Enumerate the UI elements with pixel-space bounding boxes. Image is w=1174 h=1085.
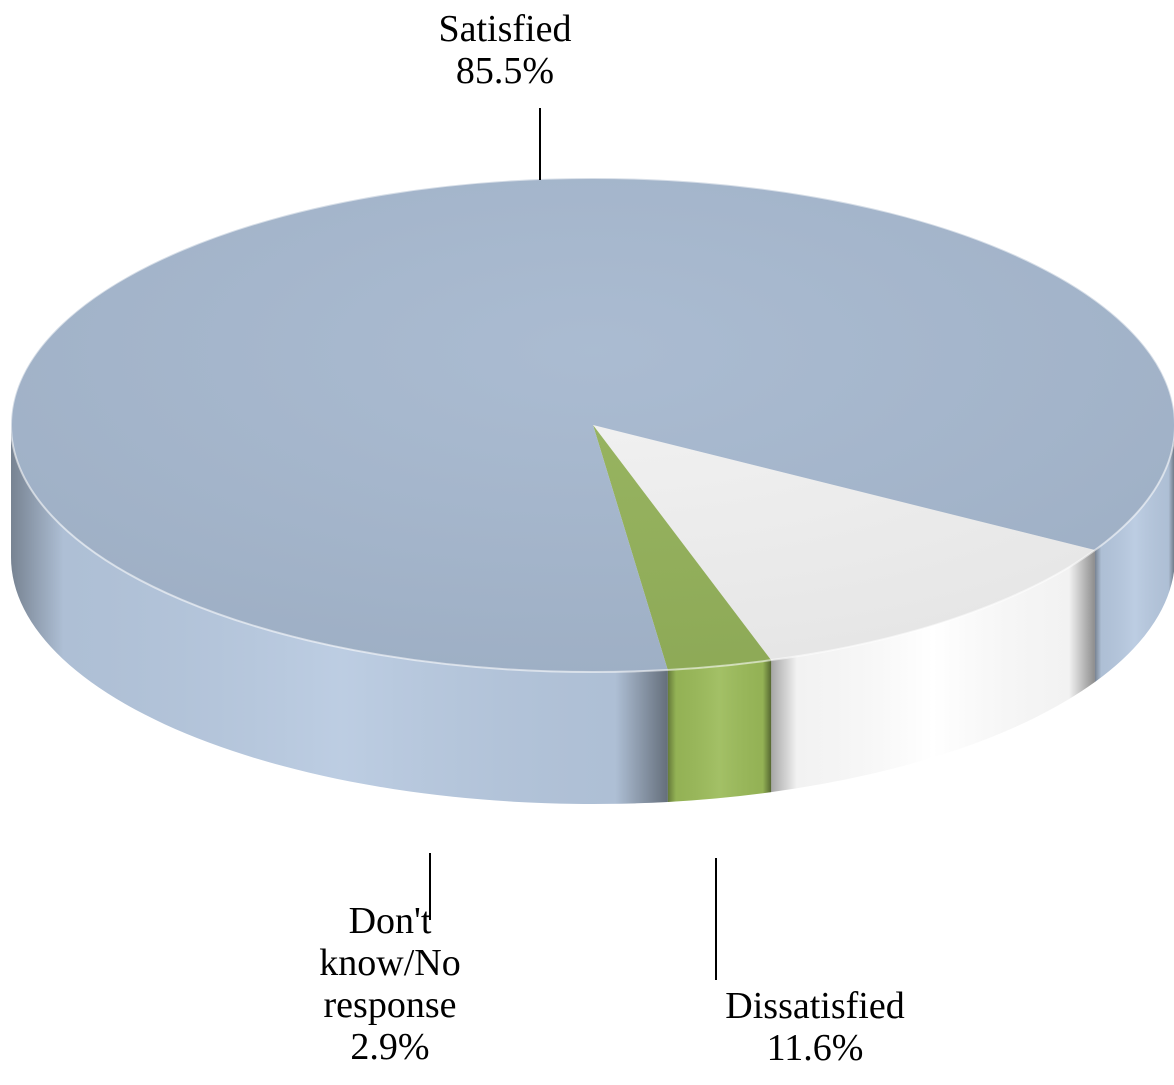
label-dontknow-name-1: Don't [348,900,432,942]
pie-side-shade-satisfied [11,425,668,804]
label-dontknow-name-3: response [323,984,457,1026]
data-label-dissatisfied: Dissatisfied 11.6% [690,985,940,1069]
pie-side-shade-dissatisfied [771,550,1095,793]
pie-top-rim [10,177,1174,673]
pie-side-shade-satisfied [1094,438,1174,683]
label-dontknow-value: 2.9% [350,1026,430,1068]
data-label-satisfied: Satisfied 85.5% [405,8,605,92]
label-dissatisfied-value: 11.6% [766,1027,864,1069]
pie-side-shade-dontknow [667,660,772,802]
label-satisfied-name: Satisfied [438,8,572,50]
label-satisfied-value: 85.5% [455,50,555,92]
data-label-dont-know: Don't know/No response 2.9% [290,900,490,1068]
label-dissatisfied-name: Dissatisfied [725,985,905,1027]
label-dontknow-name-2: know/No [319,942,461,984]
